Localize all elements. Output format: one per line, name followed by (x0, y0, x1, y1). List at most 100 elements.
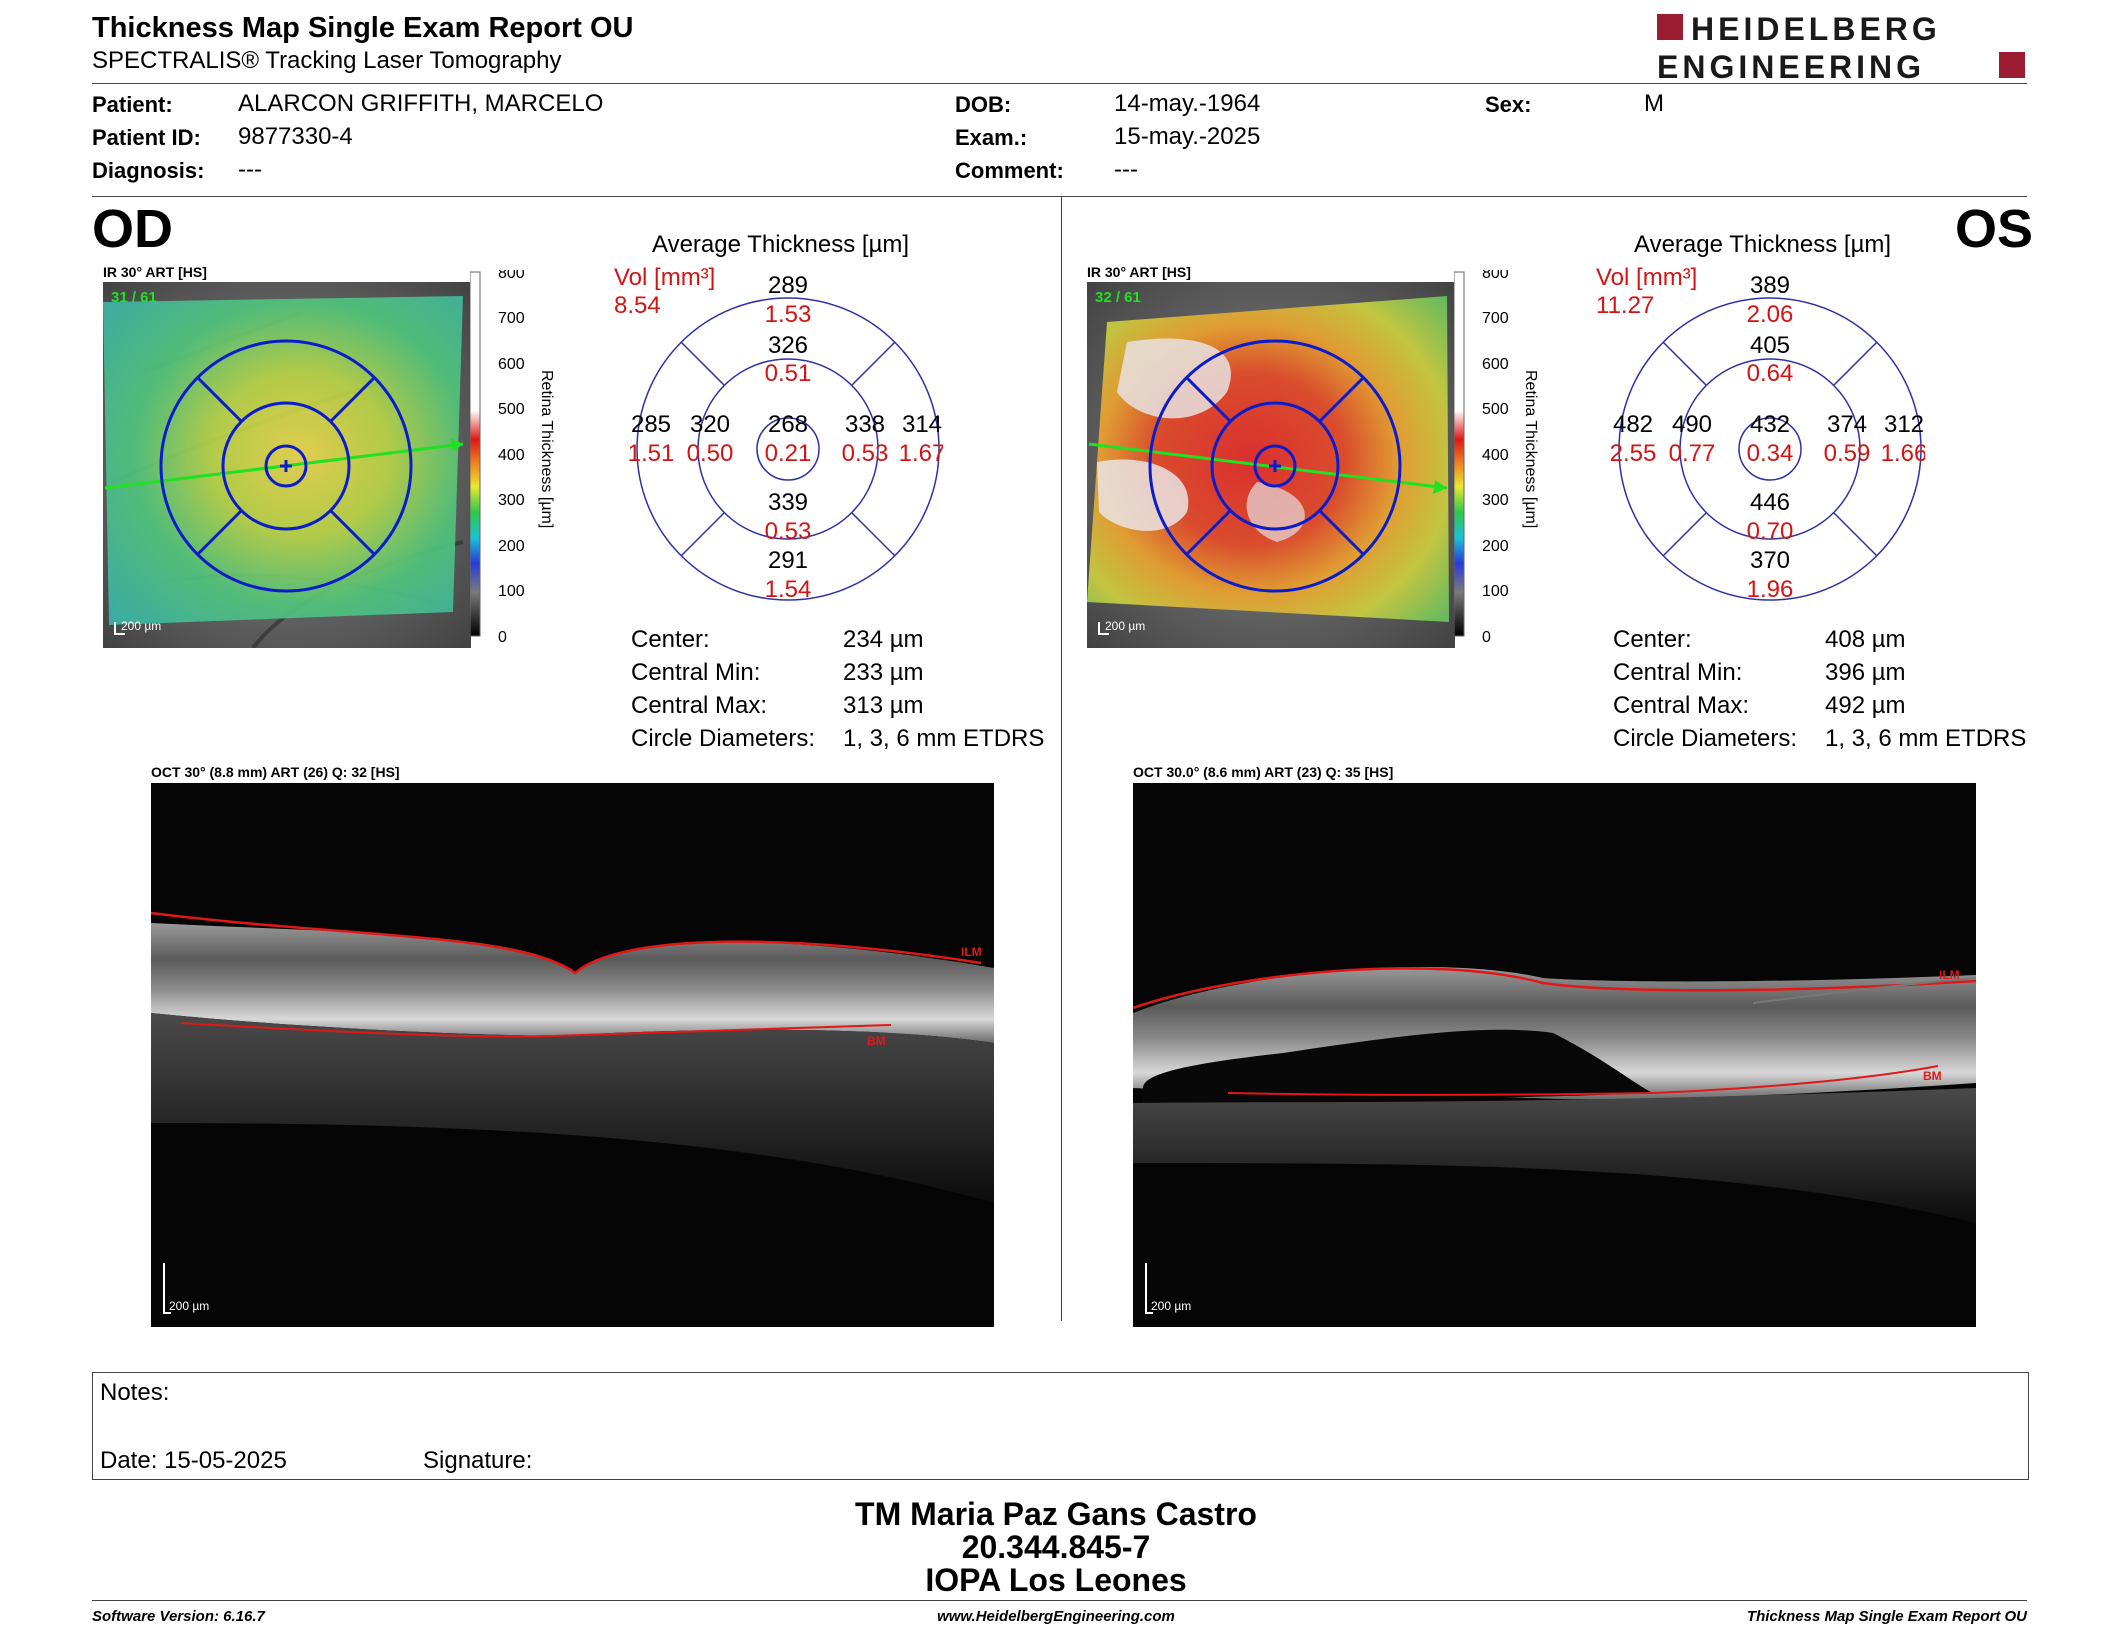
ir-thickness-map-os: 32 / 61 200 µm (1087, 282, 1455, 648)
comment-value: --- (1114, 156, 1138, 183)
center-thickness: 432 (1750, 411, 1790, 438)
stat-label-os: Central Max: (1613, 692, 1750, 719)
ir-caption-os: IR 30° ART [HS] (1087, 264, 1191, 280)
inner-nasal-volume: 0.53 (842, 440, 889, 467)
outer-inferior-thickness: 370 (1750, 547, 1790, 574)
inner-temporal-thickness: 490 (1672, 411, 1712, 438)
inner-temporal-volume: 0.50 (687, 440, 734, 467)
ilm-label-os: ILM (1939, 968, 1960, 982)
outer-inferior-volume: 1.96 (1747, 576, 1794, 603)
outer-inferior-thickness: 291 (768, 547, 808, 574)
stat-value-od: 233 µm (843, 659, 924, 686)
avg-thickness-title-os: Average Thickness [µm] (1634, 231, 1892, 258)
stat-label-od: Central Min: (631, 659, 761, 686)
outer-temporal-volume: 1.51 (628, 440, 675, 467)
colorbar-tick-od: 300 (498, 492, 525, 509)
report-subtitle: SPECTRALIS® Tracking Laser Tomography (92, 47, 562, 74)
oct-scale-os: 200 µm (1151, 1299, 1191, 1313)
colorbar-tick-od: 0 (498, 629, 507, 646)
logo-line1: HEIDELBERG (1691, 12, 1941, 47)
outer-superior-thickness: 389 (1750, 272, 1790, 299)
scale-label-od: 200 µm (121, 619, 161, 633)
oct-bscan-od: ILM BM 200 µm (151, 783, 994, 1327)
frame-count-od: 31 / 61 (111, 289, 157, 306)
stat-label-od: Central Max: (631, 692, 768, 719)
patient-id: 9877330-4 (238, 123, 353, 150)
patient-id-label: Patient ID: (92, 125, 201, 150)
inner-temporal-thickness: 320 (690, 411, 730, 438)
stat-label-os: Circle Diameters: (1613, 725, 1798, 752)
inner-inferior-thickness: 446 (1750, 489, 1790, 516)
inner-nasal-thickness: 338 (845, 411, 885, 438)
date-label: Date: 15-05-2025 (100, 1447, 287, 1474)
outer-nasal-thickness: 314 (902, 411, 942, 438)
software-version: Software Version: 6.16.7 (92, 1608, 265, 1625)
outer-temporal-thickness: 482 (1613, 411, 1653, 438)
colorbar-tick-os: 400 (1482, 447, 1509, 464)
outer-nasal-volume: 1.67 (899, 440, 943, 467)
colorbar-tick-os: 500 (1482, 401, 1509, 418)
inner-inferior-volume: 0.70 (1747, 518, 1794, 545)
stat-label-od: Circle Diameters: (631, 725, 816, 752)
stat-value-od: 1, 3, 6 mm ETDRS (843, 725, 1045, 752)
etdrs-grid-od: 289 1.53 326 0.51 285 1.51 320 0.50 268 … (628, 272, 943, 603)
signoff-id: 20.344.845-7 (961, 1529, 1151, 1565)
stat-value-od: 313 µm (843, 692, 924, 719)
oct-caption-od: OCT 30° (8.8 mm) ART (26) Q: 32 [HS] (151, 764, 400, 780)
colorbar-tick-os: 0 (1482, 629, 1491, 646)
center-volume: 0.21 (765, 440, 812, 467)
outer-nasal-thickness: 312 (1884, 411, 1924, 438)
logo-line2: ENGINEERING (1657, 49, 1925, 82)
colorbar-tick-od: 100 (498, 583, 525, 600)
colorbar-od: 800 700 600 500 400 300 200 100 0 Retina… (470, 270, 555, 646)
patient-name: ALARCON GRIFFITH, MARCELO (238, 90, 604, 117)
vol-label-os: Vol [mm³] (1596, 264, 1698, 291)
comment-label: Comment: (955, 158, 1064, 183)
outer-inferior-volume: 1.54 (765, 576, 812, 603)
stat-value-os: 408 µm (1825, 626, 1906, 653)
colorbar-tick-od: 500 (498, 401, 525, 418)
ir-thickness-map-od: 31 / 61 200 µm (103, 282, 471, 648)
stat-label-os: Center: (1613, 626, 1692, 653)
outer-temporal-volume: 2.55 (1610, 440, 1657, 467)
stat-label-od: Center: (631, 626, 710, 653)
inner-superior-volume: 0.51 (765, 360, 812, 387)
oct-bscan-os: ILM BM 200 µm (1133, 783, 1976, 1327)
colorbar-tick-od: 700 (498, 310, 525, 327)
outer-nasal-volume: 1.66 (1881, 440, 1925, 467)
ilm-label-od: ILM (961, 945, 982, 959)
colorbar-label-os: Retina Thickness [µm] (1522, 370, 1539, 528)
dob-value: 14-may.-1964 (1114, 90, 1261, 117)
vol-label-od: Vol [mm³] (614, 264, 716, 291)
exam-label: Exam.: (955, 125, 1028, 150)
stat-value-os: 1, 3, 6 mm ETDRS (1825, 725, 2027, 752)
bm-label-od: BM (867, 1034, 886, 1048)
heidelberg-logo: HEIDELBERG ENGINEERING (1657, 12, 2025, 82)
avg-thickness-title-od: Average Thickness [µm] (652, 231, 910, 258)
oct-caption-os: OCT 30.0° (8.6 mm) ART (23) Q: 35 [HS] (1133, 764, 1394, 780)
diagnosis-value: --- (238, 156, 262, 183)
signoff-org: IOPA Los Leones (925, 1562, 1187, 1598)
report-title: Thickness Map Single Exam Report OU (92, 12, 634, 44)
exam-value: 15-may.-2025 (1114, 123, 1261, 150)
bm-label-os: BM (1923, 1069, 1942, 1083)
patient-label: Patient: (92, 92, 173, 117)
stat-value-os: 492 µm (1825, 692, 1906, 719)
outer-superior-thickness: 289 (768, 272, 808, 299)
inner-inferior-thickness: 339 (768, 489, 808, 516)
colorbar-tick-od: 800 (498, 270, 525, 282)
website-link[interactable]: www.HeidelbergEngineering.com (937, 1608, 1175, 1625)
outer-temporal-thickness: 285 (631, 411, 671, 438)
diagnosis-label: Diagnosis: (92, 158, 205, 183)
colorbar-tick-os: 800 (1482, 270, 1509, 282)
ir-caption-od: IR 30° ART [HS] (103, 264, 207, 280)
colorbar-os: 800 700 600 500 400 300 200 100 0 Retina… (1454, 270, 1539, 646)
colorbar-tick-od: 200 (498, 538, 525, 555)
inner-superior-thickness: 326 (768, 332, 808, 359)
footer-report-name: Thickness Map Single Exam Report OU (1746, 1608, 2027, 1625)
notes-box[interactable]: Notes: Date: 15-05-2025 Signature: (92, 1372, 2029, 1480)
inner-nasal-thickness: 374 (1827, 411, 1867, 438)
outer-superior-volume: 2.06 (1747, 301, 1794, 328)
oct-scale-od: 200 µm (169, 1299, 209, 1313)
colorbar-label-od: Retina Thickness [µm] (538, 370, 555, 528)
